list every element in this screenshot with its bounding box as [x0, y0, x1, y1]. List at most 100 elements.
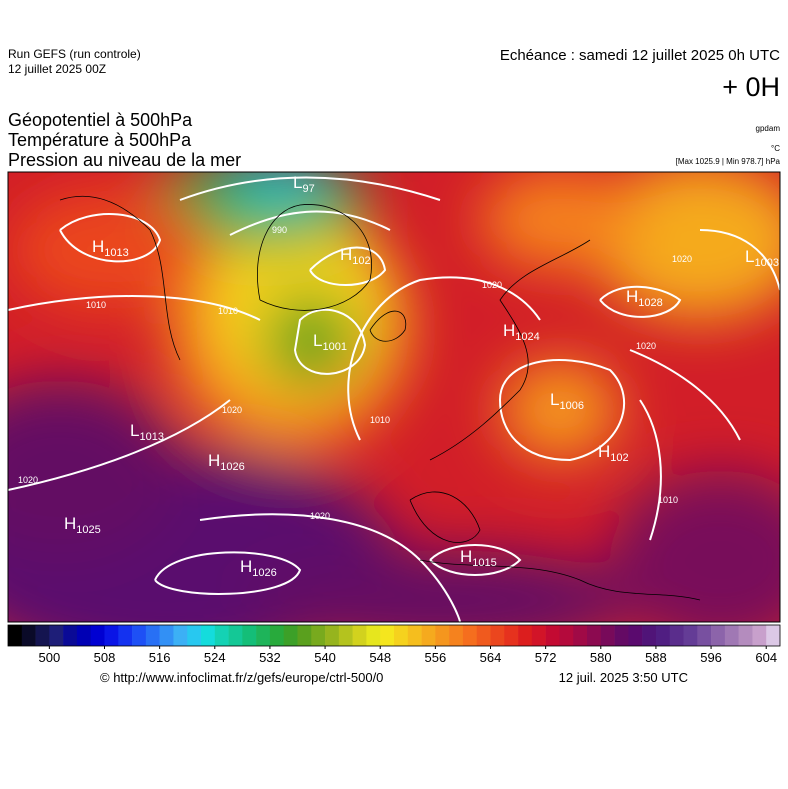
color-swatch: [35, 625, 50, 646]
color-swatch: [214, 625, 229, 646]
center-type: H: [598, 442, 610, 461]
color-swatch: [669, 625, 684, 646]
center-value: 1003: [754, 257, 778, 269]
pressure-center: H1026: [208, 451, 245, 473]
center-value: 1024: [515, 331, 539, 343]
center-value: 1006: [559, 400, 583, 412]
center-type: H: [64, 514, 76, 533]
run: Run GEFS (run controle): [8, 47, 141, 61]
color-swatch: [325, 625, 340, 646]
colorbar-tick-label: 580: [590, 650, 612, 665]
color-swatch: [380, 625, 395, 646]
title: Température à 500hPa: [8, 130, 192, 150]
unit: gpdam: [756, 124, 781, 133]
colorbar: 500 508 516 524 532 540 548 556 564 572 580 588 596 6…: [7, 624, 781, 665]
color-swatch: [159, 625, 174, 646]
colorbar-tick-label: 588: [645, 650, 667, 665]
center-value: 1025: [76, 524, 100, 536]
color-swatch: [311, 625, 326, 646]
color-swatch: [752, 625, 767, 646]
color-swatch: [476, 625, 491, 646]
colorbar-frame: [7, 624, 781, 647]
color-swatch: [76, 625, 92, 646]
colorbar-tick-label: 556: [425, 650, 447, 665]
pressure-center: L1001: [313, 331, 347, 353]
color-swatch: [449, 625, 464, 646]
temperature-field: [8, 172, 780, 622]
center-type: H: [626, 287, 638, 306]
pressure-center: H102: [340, 245, 371, 267]
color-swatch: [118, 625, 133, 646]
pressure-center: H102: [598, 442, 629, 464]
color-swatch: [366, 625, 381, 646]
color-swatch: [242, 625, 257, 646]
center-value: 97: [302, 183, 314, 195]
color-swatch: [173, 625, 188, 646]
color-swatch: [766, 625, 781, 646]
map: [8, 172, 780, 622]
color-swatch: [462, 625, 478, 646]
pressure-center: H1025: [64, 514, 101, 536]
isobar-label: 1020: [18, 475, 38, 485]
colorbar-tick-label: 516: [149, 650, 171, 665]
isobar-label: 1010: [370, 415, 390, 425]
color-swatch: [49, 625, 64, 646]
offset: + 0H: [722, 72, 780, 102]
isobar-label: 990: [272, 225, 287, 235]
center-type: L: [293, 173, 302, 192]
center-value: 102: [352, 255, 370, 267]
colorbar-tick-label: 596: [700, 650, 722, 665]
color-swatch: [628, 625, 643, 646]
color-swatch: [573, 625, 588, 646]
pressure-center: H1026: [240, 557, 277, 579]
isobars: [8, 176, 780, 622]
isobar-label: 1010: [658, 495, 678, 505]
color-swatch: [256, 625, 271, 646]
color-swatch: [283, 625, 298, 646]
color-swatch: [697, 625, 712, 646]
source-url: © http://www.infoclimat.fr/z/gefs/europe…: [100, 670, 383, 685]
color-swatch: [63, 625, 78, 646]
center-type: H: [240, 557, 252, 576]
pressure-range: [Max 1025.9 | Min 978.7] hPa: [676, 157, 781, 166]
center-value: 1013: [139, 431, 163, 443]
pressure-center: H1013: [92, 237, 129, 259]
pressure-centers: H1013 L97 H102 L1001 H1028 L1003 H1024 L…: [64, 173, 779, 579]
colorbar-tick-label: 548: [369, 650, 391, 665]
isobar-label: 1020: [636, 341, 656, 351]
pressure-center: L97: [293, 173, 315, 195]
center-type: H: [460, 547, 472, 566]
color-swatch: [90, 625, 105, 646]
color-swatch: [394, 625, 409, 646]
coastlines: [59, 195, 701, 601]
color-swatch: [104, 625, 119, 646]
map-frame: [7, 171, 781, 623]
colorbar-tick-label: 508: [94, 650, 116, 665]
color-swatch: [600, 625, 615, 646]
color-swatch: [228, 625, 243, 646]
pressure-center: L1003: [745, 247, 779, 269]
center-type: L: [550, 390, 559, 409]
isobar-label: 1020: [310, 511, 330, 521]
colorbar-tick-label: 572: [535, 650, 557, 665]
colorbar-tick-label: 500: [39, 650, 61, 665]
color-swatch: [711, 625, 726, 646]
color-swatch: [435, 625, 450, 646]
center-type: L: [745, 247, 754, 266]
color-swatch: [297, 625, 312, 646]
color-swatch: [559, 625, 574, 646]
colorbar-tick-label: 604: [755, 650, 777, 665]
pressure-center: H1024: [503, 321, 540, 343]
center-value: 1013: [104, 247, 128, 259]
timestamp: 12 juil. 2025 3:50 UTC: [559, 670, 688, 685]
run-date: 12 juillet 2025 00Z: [8, 62, 106, 76]
center-value: 1015: [472, 557, 496, 569]
color-swatch: [545, 625, 560, 646]
isobar-label: 1010: [218, 306, 238, 316]
color-swatch: [490, 625, 505, 646]
color-swatch: [738, 625, 753, 646]
center-type: H: [92, 237, 104, 256]
isobar-label: 1020: [222, 405, 242, 415]
color-swatch: [338, 625, 353, 646]
